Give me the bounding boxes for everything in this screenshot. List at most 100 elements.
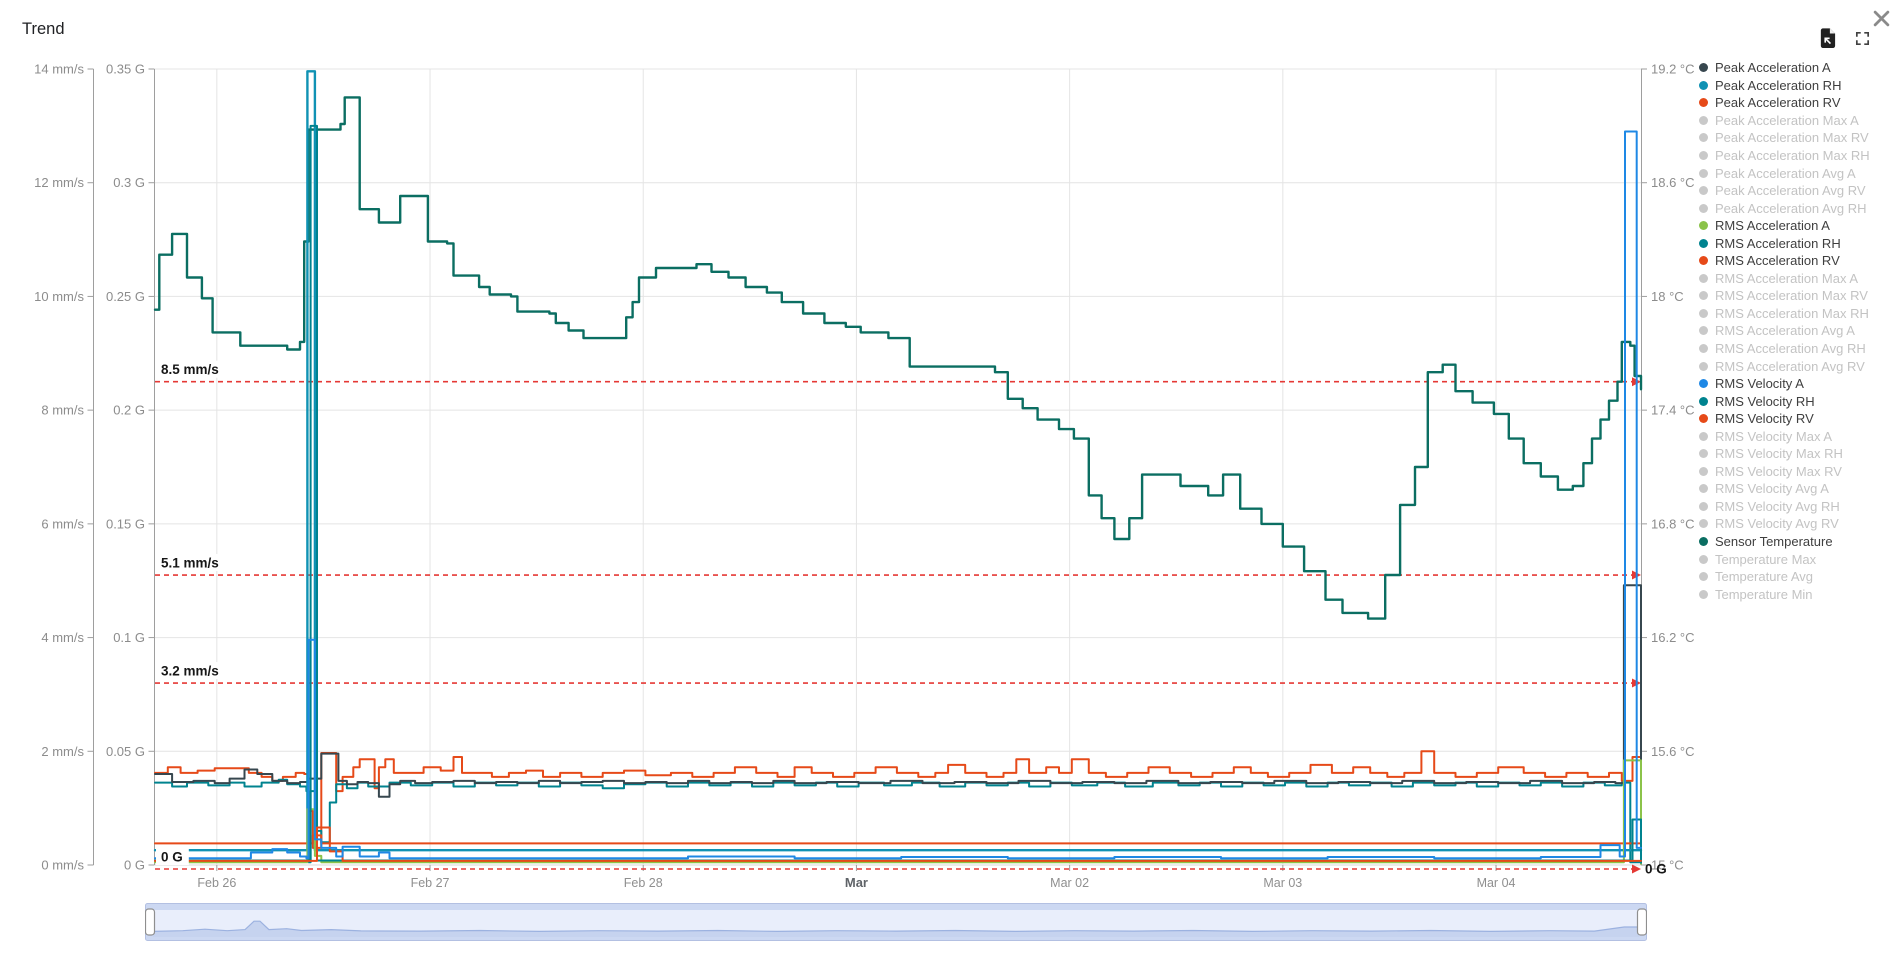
panel-title: Trend [22, 20, 65, 38]
threshold-label: 0 G [161, 850, 183, 865]
legend-dot-icon [1699, 80, 1708, 90]
g-axis-label: 0.15 G [106, 516, 145, 531]
fullscreen-icon[interactable] [1851, 27, 1873, 49]
legend-label: Temperature Min [1715, 586, 1813, 602]
legend-label: RMS Velocity Avg RV [1715, 516, 1839, 532]
temp-axis-label: 18 °C [1651, 289, 1684, 304]
legend-item-rms-acceleration-avg-rh[interactable]: RMS Acceleration Avg RH [1699, 340, 1891, 358]
threshold-right-label: 0 G [1645, 862, 1667, 877]
x-axis-label: Mar 03 [1263, 876, 1302, 890]
series-peak-acceleration-a [154, 584, 1642, 798]
legend-item-peak-acceleration-rh[interactable]: Peak Acceleration RH [1699, 77, 1891, 95]
legend-item-rms-acceleration-max-rv[interactable]: RMS Acceleration Max RV [1699, 287, 1891, 305]
legend-item-rms-acceleration-max-a[interactable]: RMS Acceleration Max A [1699, 270, 1891, 288]
navigator-left-handle[interactable] [144, 908, 156, 936]
mmps-axis-label: 10 mm/s [34, 289, 84, 304]
legend-label: Peak Acceleration Avg RH [1715, 200, 1867, 216]
legend-dot-icon [1699, 203, 1708, 213]
legend-item-rms-velocity-avg-a[interactable]: RMS Velocity Avg A [1699, 480, 1891, 498]
export-report-icon[interactable] [1816, 27, 1838, 49]
legend-item-rms-acceleration-rv[interactable]: RMS Acceleration RV [1699, 252, 1891, 270]
close-icon[interactable] [1871, 8, 1891, 28]
temp-axis-label: 17.4 °C [1651, 403, 1695, 418]
threshold-arrow-icon [1632, 864, 1641, 874]
legend-label: RMS Velocity Max A [1715, 428, 1833, 444]
temp-axis-label: 18.6 °C [1651, 175, 1695, 190]
legend-item-peak-acceleration-max-a[interactable]: Peak Acceleration Max A [1699, 112, 1891, 130]
legend-item-rms-velocity-a[interactable]: RMS Velocity A [1699, 375, 1891, 393]
series-rms-velocity-a [154, 130, 1642, 860]
legend-dot-icon [1699, 256, 1708, 266]
legend-dot-icon [1699, 414, 1708, 424]
legend-item-rms-velocity-rh[interactable]: RMS Velocity RH [1699, 392, 1891, 410]
trend-chart: Feb 26 Feb 27 Feb 28 Mar Mar 02 Mar 03 Mar 04 1… [34, 62, 1695, 891]
series-peak-acceleration-rh [153, 70, 1643, 852]
time-range-scrollbar[interactable] [144, 903, 1648, 941]
navigator-right-handle[interactable] [1636, 908, 1648, 936]
g-axis-label: 0.35 G [106, 62, 145, 77]
legend-item-rms-velocity-max-rh[interactable]: RMS Velocity Max RH [1699, 445, 1891, 463]
legend-item-rms-velocity-avg-rh[interactable]: RMS Velocity Avg RH [1699, 498, 1891, 516]
legend-dot-icon [1699, 273, 1708, 283]
legend-item-rms-velocity-max-rv[interactable]: RMS Velocity Max RV [1699, 463, 1891, 481]
legend-label: RMS Velocity Avg RH [1715, 498, 1840, 514]
legend-item-peak-acceleration-max-rh[interactable]: Peak Acceleration Max RH [1699, 147, 1891, 165]
legend-label: Temperature Max [1715, 551, 1817, 567]
legend-label: RMS Acceleration Avg RV [1715, 358, 1865, 374]
legend-item-peak-acceleration-avg-rv[interactable]: Peak Acceleration Avg RV [1699, 182, 1891, 200]
series-peak-acceleration-rv [154, 834, 1642, 845]
g-axis-label: 0.05 G [106, 744, 145, 759]
series-rms-acceleration-rv [154, 826, 1642, 862]
legend-dot-icon [1699, 186, 1708, 196]
legend-dot-icon [1699, 308, 1708, 318]
legend-item-temperature-avg[interactable]: Temperature Avg [1699, 568, 1891, 586]
legend-label: Peak Acceleration Avg RV [1715, 183, 1866, 199]
legend-label: RMS Velocity RV [1715, 411, 1814, 427]
g-axis-label: 0.2 G [113, 403, 145, 418]
legend-label: Peak Acceleration Max RH [1715, 148, 1870, 163]
threshold-label-bg [156, 848, 189, 865]
legend-item-rms-velocity-max-a[interactable]: RMS Velocity Max A [1699, 427, 1891, 445]
temp-axis-label: 19.2 °C [1651, 62, 1695, 77]
mmps-axis-label: 14 mm/s [34, 62, 84, 77]
legend-dot-icon [1699, 115, 1708, 125]
legend-dot-icon [1699, 361, 1708, 371]
x-axis-label: Mar 04 [1477, 876, 1516, 890]
g-axis-label: 0.25 G [106, 289, 145, 304]
legend-dot-icon [1699, 344, 1708, 354]
legend-item-peak-acceleration-rv[interactable]: Peak Acceleration RV [1699, 94, 1891, 112]
legend-item-temperature-min[interactable]: Temperature Min [1699, 585, 1891, 603]
legend-dot-icon [1699, 537, 1708, 547]
legend-item-rms-acceleration-rh[interactable]: RMS Acceleration RH [1699, 234, 1891, 252]
legend-item-peak-acceleration-avg-a[interactable]: Peak Acceleration Avg A [1699, 164, 1891, 182]
legend-item-rms-acceleration-max-rh[interactable]: RMS Acceleration Max RH [1699, 305, 1891, 323]
legend-label: RMS Velocity RH [1715, 393, 1815, 409]
legend-label: Peak Acceleration Avg A [1715, 165, 1856, 181]
threshold-label-bg [156, 662, 227, 680]
series-rms-acceleration-a [154, 759, 1642, 865]
legend-dot-icon [1699, 484, 1708, 494]
legend-item-rms-velocity-avg-rv[interactable]: RMS Velocity Avg RV [1699, 515, 1891, 533]
legend-dot-icon [1699, 238, 1708, 248]
legend-item-peak-acceleration-avg-rh[interactable]: Peak Acceleration Avg RH [1699, 199, 1891, 217]
legend-item-sensor-temperature[interactable]: Sensor Temperature [1699, 533, 1891, 551]
legend-label: RMS Acceleration Max RV [1715, 288, 1868, 304]
legend-label: Peak Acceleration A [1715, 60, 1831, 76]
mmps-axis-label: 4 mm/s [41, 630, 84, 645]
temp-axis-label: 16.2 °C [1651, 630, 1695, 645]
legend-label: RMS Velocity Avg A [1715, 481, 1829, 497]
legend-item-temperature-max[interactable]: Temperature Max [1699, 550, 1891, 568]
legend-item-rms-acceleration-avg-rv[interactable]: RMS Acceleration Avg RV [1699, 357, 1891, 375]
legend-item-rms-acceleration-avg-a[interactable]: RMS Acceleration Avg A [1699, 322, 1891, 340]
x-axis-label: Feb 28 [624, 876, 663, 890]
legend-item-peak-acceleration-max-rv[interactable]: Peak Acceleration Max RV [1699, 129, 1891, 147]
x-axis-label: Feb 26 [197, 876, 236, 890]
legend-label: RMS Velocity Max RV [1715, 463, 1842, 479]
legend-item-rms-acceleration-a[interactable]: RMS Acceleration A [1699, 217, 1891, 235]
legend-item-peak-acceleration-a[interactable]: Peak Acceleration A [1699, 59, 1891, 77]
temp-axis-label: 15 °C [1651, 858, 1684, 873]
legend-item-rms-velocity-rv[interactable]: RMS Velocity RV [1699, 410, 1891, 428]
legend-dot-icon [1699, 501, 1708, 511]
threshold-label: 5.1 mm/s [161, 556, 219, 571]
